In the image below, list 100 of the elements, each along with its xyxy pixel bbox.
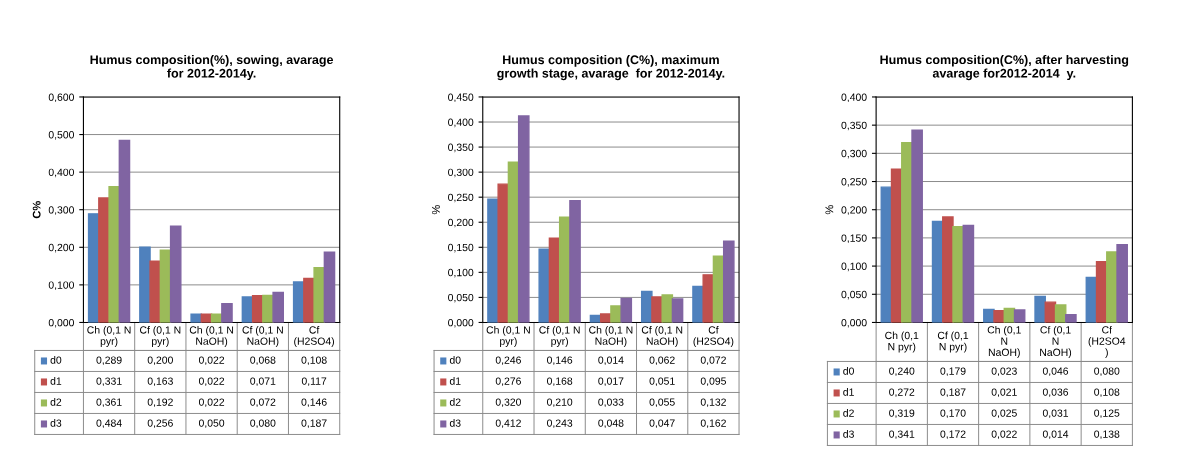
y-tick-label: 0,050 (448, 293, 474, 303)
y-tick-label: 0,500 (48, 131, 75, 140)
x-tick-label: Ch (0,1 N NaOH) (987, 325, 1021, 359)
data-label: 0,072 (700, 356, 726, 365)
data-label: 0,095 (700, 377, 727, 386)
legend-label: d1 (449, 377, 461, 385)
legend-label: d2 (50, 398, 62, 406)
data-label: 0,062 (649, 356, 675, 365)
bar (169, 225, 182, 323)
data-label: 0,187 (940, 388, 966, 397)
data-label: 0,055 (649, 398, 675, 407)
data-label: 0,341 (889, 430, 915, 439)
data-label: 0,146 (301, 398, 327, 407)
bar (323, 251, 336, 323)
x-tick-label: Cf (0,1 N pyr) (140, 326, 181, 347)
y-tick-label: 0,350 (448, 143, 474, 153)
y-tick-label: 0,000 (48, 318, 75, 328)
data-label: 0,033 (598, 398, 624, 407)
chart-title: Humus composition(C%), after harvesting avarage for2012-2014 y. (880, 54, 1129, 81)
y-tick-label: 0,150 (841, 234, 867, 244)
data-label: 0,023 (991, 367, 1017, 376)
data-label: 0,071 (250, 377, 276, 386)
y-tick-label: 0,200 (48, 243, 75, 253)
y-tick-label: 0,350 (841, 121, 867, 131)
bar (569, 199, 581, 323)
data-label: 0,048 (598, 419, 624, 428)
y-tick-label: 0,400 (48, 168, 75, 178)
data-label: 0,138 (1094, 430, 1120, 439)
data-label: 0,080 (250, 419, 276, 428)
data-label: 0,022 (198, 377, 225, 386)
x-tick-label: Ch (0,1 N NaOH) (189, 326, 234, 347)
legend-label: d3 (50, 419, 62, 427)
y-tick-label: 0,250 (841, 178, 867, 187)
chart-title: Humus composition(%), sowing, avarage for 2012-2014y. (90, 54, 334, 81)
data-label: 0,168 (547, 377, 573, 386)
data-label: 0,025 (991, 409, 1017, 418)
bar (272, 291, 285, 323)
data-label: 0,046 (1042, 367, 1069, 376)
x-tick-label: Cf (H2SO4 ) (1088, 325, 1126, 359)
data-label: 0,108 (301, 356, 327, 365)
data-label: 0,170 (940, 409, 966, 418)
data-label: 0,047 (649, 419, 675, 428)
bar (671, 298, 684, 323)
data-label: 0,179 (940, 367, 966, 376)
y-tick-label: 0,000 (841, 318, 867, 328)
legend-label: d1 (50, 377, 62, 385)
legend-label: d0 (50, 356, 62, 364)
data-label: 0,051 (649, 377, 675, 386)
x-tick-label: Cf (0,1 N pyr) (539, 326, 580, 347)
bar (661, 294, 674, 323)
y-tick-label: 0,100 (448, 268, 474, 278)
y-tick-label: 0,300 (841, 149, 867, 159)
data-label: 0,320 (495, 398, 522, 407)
data-label: 0,022 (991, 430, 1017, 439)
bar (952, 225, 964, 323)
data-label: 0,272 (889, 388, 915, 397)
data-label: 0,050 (198, 419, 225, 428)
data-label: 0,319 (889, 409, 915, 418)
data-label: 0,331 (96, 377, 122, 386)
bar (993, 309, 1005, 323)
x-tick-label: Cf (H2SO4) (294, 326, 334, 347)
chart-title: Humus composition (C%), maximum growth stage, avarage for 2012-2014y. (497, 55, 725, 81)
bar (722, 240, 735, 323)
data-label: 0,022 (198, 398, 225, 407)
y-tick-label: 0,600 (48, 93, 75, 103)
data-label: 0,014 (598, 356, 624, 365)
data-label: 0,246 (495, 356, 521, 365)
y-tick-label: 0,450 (448, 93, 474, 103)
bar (911, 129, 923, 323)
y-axis-title: % (825, 205, 834, 215)
data-label: 0,162 (700, 419, 726, 428)
bar (1054, 304, 1067, 323)
bar (108, 186, 121, 323)
data-label: 0,117 (301, 377, 327, 386)
data-label: 0,210 (547, 398, 573, 407)
data-label: 0,072 (250, 398, 276, 407)
x-tick-label: Ch (0,1 N NaOH) (589, 326, 633, 347)
data-label: 0,108 (1094, 388, 1120, 397)
legend-label: d0 (449, 356, 461, 364)
legend-label: d2 (843, 409, 854, 417)
y-tick-label: 0,400 (841, 93, 867, 103)
y-tick-label: 0,300 (48, 206, 75, 215)
data-label: 0,036 (1042, 388, 1069, 397)
bar (118, 139, 131, 323)
legend-label: d0 (843, 367, 854, 375)
bar (1034, 295, 1046, 323)
data-label: 0,276 (495, 377, 521, 386)
y-tick-label: 0,200 (448, 218, 474, 228)
bar (538, 248, 551, 323)
y-tick-label: 0,400 (448, 118, 474, 128)
data-label: 0,022 (198, 356, 225, 365)
legend-label: d1 (843, 388, 854, 396)
legend-label: d3 (843, 430, 854, 438)
data-label: 0,132 (700, 398, 726, 407)
data-label: 0,289 (96, 356, 122, 365)
data-label: 0,484 (96, 419, 122, 428)
data-label: 0,125 (1094, 409, 1120, 418)
x-tick-label: Cf (0,1 N NaOH) (242, 326, 283, 347)
x-tick-label: Ch (0,1 N pyr) (885, 331, 919, 353)
bar (149, 260, 162, 323)
